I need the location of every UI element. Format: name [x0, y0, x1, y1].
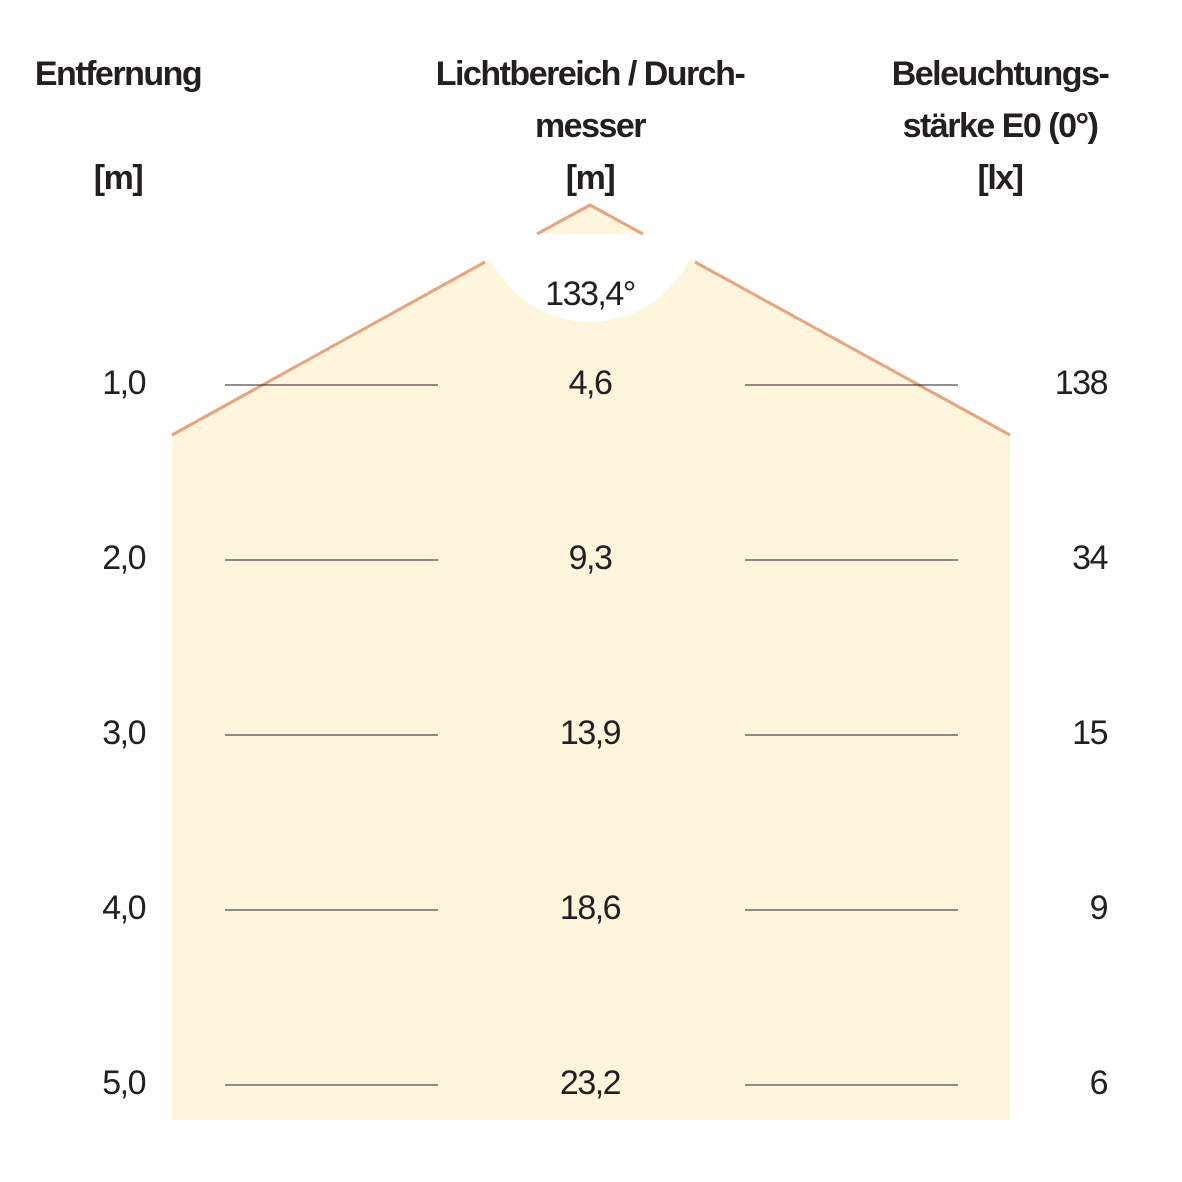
header-unit: [lx] [978, 159, 1023, 197]
distance: 1,0 [102, 364, 145, 402]
diameter: 9,3 [569, 539, 612, 577]
distance: 2,0 [102, 539, 145, 577]
diameter: 4,6 [569, 364, 612, 402]
illuminance: 9 [1090, 889, 1108, 927]
lamp-cap [537, 205, 643, 234]
illuminance: 15 [1072, 714, 1107, 752]
distance: 3,0 [102, 714, 145, 752]
illuminance: 34 [1072, 539, 1107, 577]
diameter: 18,6 [560, 889, 621, 927]
header-line: Beleuchtungs- [892, 55, 1109, 93]
light-area [172, 205, 1010, 1120]
diameter: 23,2 [560, 1064, 621, 1102]
header-line: Lichtbereich / Durch- [436, 55, 745, 93]
illuminance: 6 [1090, 1064, 1108, 1102]
illuminance: 138 [1055, 364, 1108, 402]
header-line: stärke E0 (0°) [903, 107, 1098, 145]
angle-label: 133,4° [545, 275, 635, 313]
beam-edges [171, 203, 1011, 437]
distance: 4,0 [102, 889, 145, 927]
diameter: 13,9 [560, 714, 621, 752]
header-line: Entfernung [35, 55, 201, 93]
distance: 5,0 [102, 1064, 145, 1102]
header-line: messer [535, 107, 646, 145]
header-unit: [m] [94, 159, 143, 197]
header-unit: [m] [566, 159, 615, 197]
